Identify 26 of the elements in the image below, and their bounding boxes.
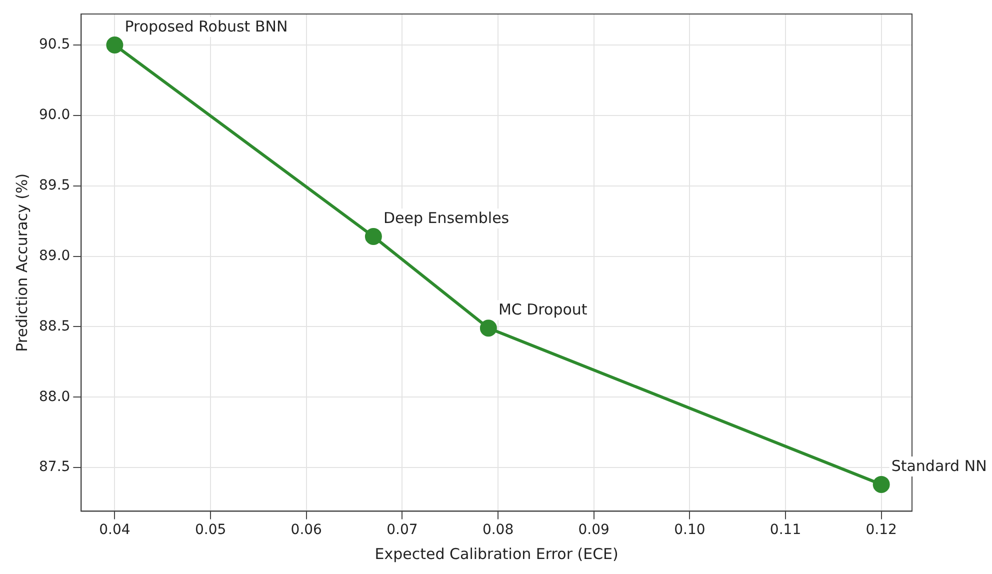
x-tick-label: 0.11 [770,522,802,538]
x-tick-label: 0.07 [386,522,418,538]
annotation: Deep Ensembles [383,208,510,227]
x-tick-label: 0.10 [674,522,706,538]
point [106,36,124,54]
annotation: MC Dropout [498,300,588,318]
y-tick-label: 90.5 [39,36,70,53]
point [364,228,382,246]
x-axis-title: Expected Calibration Error (ECE) [374,544,618,563]
x-tick-label: 0.05 [194,522,226,538]
y-tick-label: 89.0 [39,248,70,264]
y-tick-label: 88.0 [39,388,70,405]
x-tick-label: 0.04 [99,522,130,538]
point [480,320,497,337]
y-tick-label: 89.5 [39,177,70,194]
x-tick-label: 0.09 [578,522,610,538]
point [872,476,890,493]
y-tick-label: 90.0 [39,107,70,124]
annotation: Proposed Robust BNN [124,17,288,36]
x-tick-label: 0.08 [482,522,514,538]
y-axis-title: Prediction Accuracy (%) [12,173,31,352]
x-tick-label: 0.12 [866,522,897,538]
y-tick-label: 88.5 [39,318,70,334]
annotation: Standard NN [891,456,987,475]
x-tick-label: 0.06 [290,522,322,538]
y-tick-label: 87.5 [39,459,70,476]
